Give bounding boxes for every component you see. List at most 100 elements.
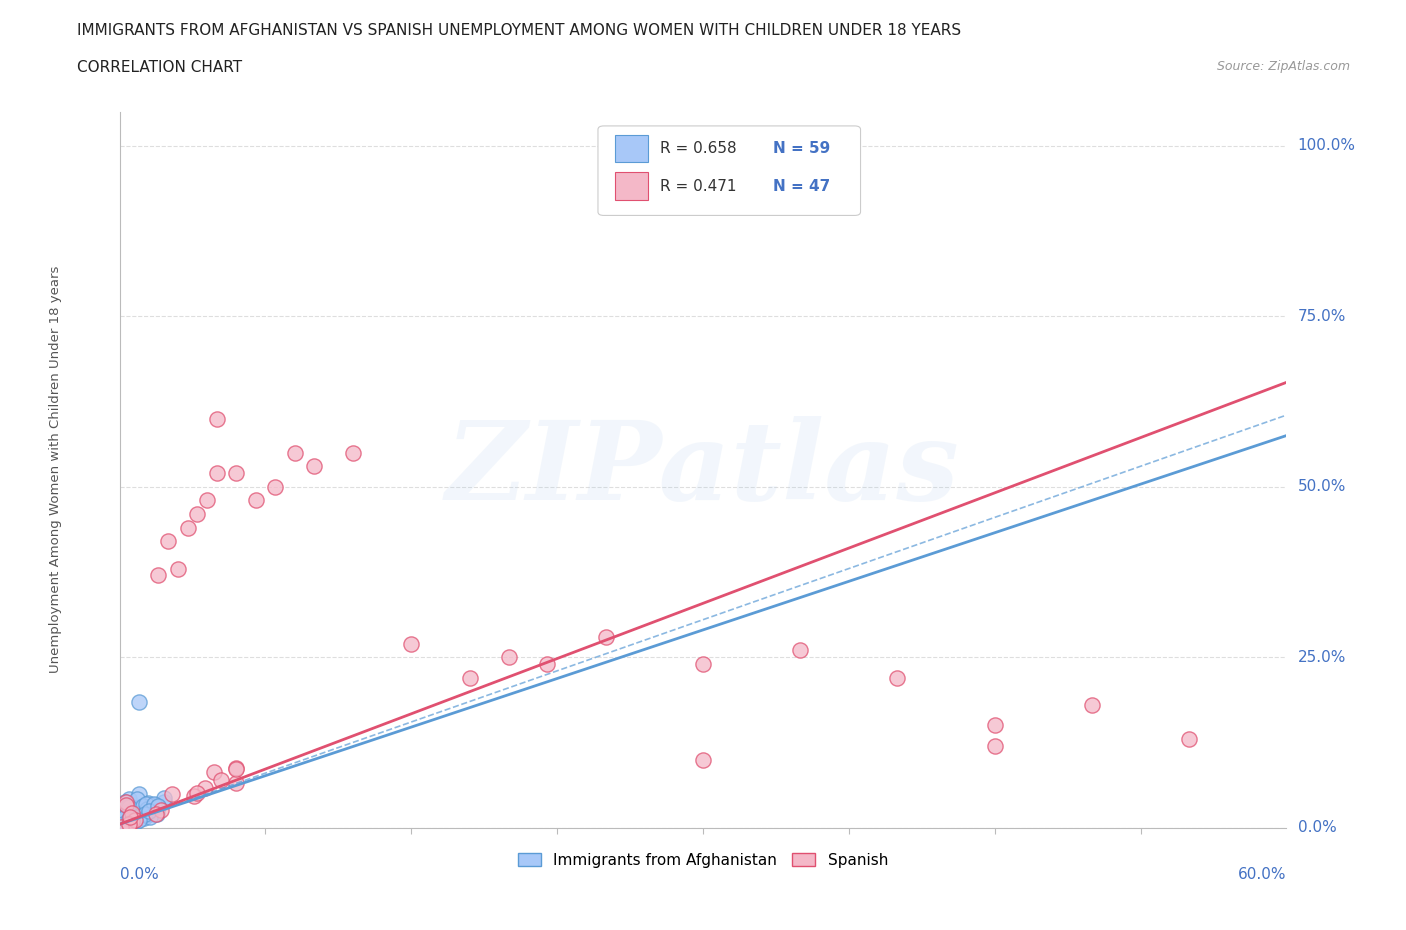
Point: [225, 776, 247, 790]
Point: [153, 790, 176, 805]
Point: [136, 795, 159, 810]
Point: [166, 561, 188, 576]
Point: [124, 813, 146, 828]
Point: [150, 803, 173, 817]
Text: 50.0%: 50.0%: [1298, 479, 1346, 494]
Text: 60.0%: 60.0%: [1239, 867, 1286, 882]
Point: [160, 787, 183, 802]
Point: [110, 818, 132, 833]
Text: 75.0%: 75.0%: [1298, 309, 1346, 324]
Point: [112, 817, 135, 831]
Point: [132, 799, 155, 814]
Point: [110, 820, 132, 835]
Point: [135, 797, 157, 812]
Point: [136, 802, 159, 817]
Point: [401, 636, 423, 651]
Point: [115, 797, 138, 812]
Text: N = 59: N = 59: [773, 140, 831, 155]
Point: [146, 806, 169, 821]
Point: [1081, 698, 1104, 712]
FancyBboxPatch shape: [598, 126, 860, 216]
Point: [124, 809, 146, 824]
Point: [225, 761, 247, 776]
Point: [115, 800, 138, 815]
Point: [195, 493, 218, 508]
FancyBboxPatch shape: [616, 135, 648, 162]
Point: [183, 788, 205, 803]
Point: [128, 786, 150, 801]
Point: [114, 806, 136, 821]
Text: 25.0%: 25.0%: [1298, 650, 1346, 665]
Point: [157, 534, 180, 549]
Point: [176, 520, 198, 535]
Text: CORRELATION CHART: CORRELATION CHART: [77, 60, 242, 75]
Point: [595, 630, 617, 644]
Text: 100.0%: 100.0%: [1298, 139, 1355, 153]
Point: [245, 493, 267, 508]
Text: 0.0%: 0.0%: [120, 867, 159, 882]
Point: [112, 816, 135, 830]
Point: [342, 445, 364, 460]
Point: [209, 773, 232, 788]
Point: [127, 813, 149, 828]
Point: [186, 786, 208, 801]
Point: [118, 812, 141, 827]
Point: [117, 808, 139, 823]
Point: [789, 643, 811, 658]
Point: [536, 657, 558, 671]
Point: [121, 804, 143, 818]
Point: [134, 807, 156, 822]
Point: [128, 813, 150, 828]
Point: [135, 805, 157, 820]
Point: [136, 807, 159, 822]
Point: [112, 814, 135, 829]
Point: [110, 804, 132, 819]
Point: [110, 819, 132, 834]
Point: [125, 791, 148, 806]
Point: [186, 507, 208, 522]
Point: [153, 795, 176, 810]
Point: [111, 816, 134, 830]
Point: [115, 808, 138, 823]
Point: [108, 809, 131, 824]
Point: [692, 657, 714, 671]
Point: [117, 791, 139, 806]
Text: Source: ZipAtlas.com: Source: ZipAtlas.com: [1216, 60, 1350, 73]
Point: [125, 810, 148, 825]
Point: [205, 411, 228, 426]
Point: [115, 804, 138, 819]
Point: [302, 458, 325, 473]
Point: [117, 817, 139, 831]
Point: [984, 718, 1007, 733]
Point: [128, 694, 150, 709]
Point: [115, 815, 138, 830]
Text: R = 0.658: R = 0.658: [659, 140, 737, 155]
Point: [148, 568, 170, 583]
Point: [112, 818, 135, 833]
Point: [692, 752, 714, 767]
Point: [115, 795, 138, 810]
Point: [458, 671, 481, 685]
Point: [264, 479, 287, 494]
Point: [117, 817, 139, 831]
Point: [114, 794, 136, 809]
Point: [145, 806, 167, 821]
Point: [121, 814, 143, 829]
Point: [138, 810, 160, 825]
Point: [886, 671, 908, 685]
Point: [118, 814, 141, 829]
Point: [205, 466, 228, 481]
Point: [129, 800, 152, 815]
Point: [142, 796, 165, 811]
Text: 0.0%: 0.0%: [1298, 820, 1336, 835]
Point: [111, 818, 134, 833]
Point: [121, 805, 143, 820]
Point: [120, 809, 142, 824]
Point: [194, 780, 217, 795]
Point: [225, 762, 247, 777]
Point: [146, 799, 169, 814]
Point: [1178, 732, 1201, 747]
Point: [984, 738, 1007, 753]
Point: [121, 813, 143, 828]
Point: [110, 819, 132, 834]
